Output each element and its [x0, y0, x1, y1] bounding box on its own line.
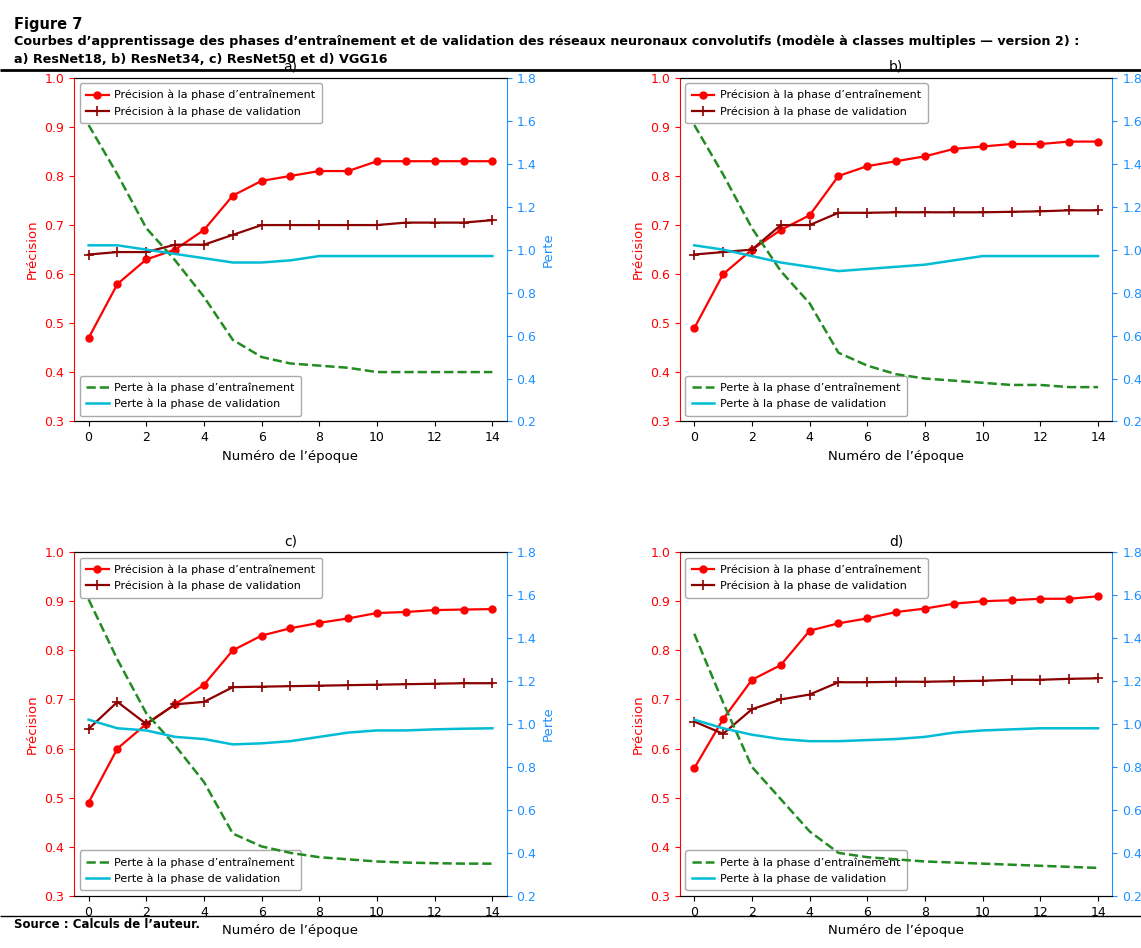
X-axis label: Numéro de l’époque: Numéro de l’époque — [222, 449, 358, 463]
X-axis label: Numéro de l’époque: Numéro de l’époque — [222, 924, 358, 938]
Legend: Perte à la phase d’entraînement, Perte à la phase de validation: Perte à la phase d’entraînement, Perte à… — [80, 850, 301, 890]
Legend: Perte à la phase d’entraînement, Perte à la phase de validation: Perte à la phase d’entraînement, Perte à… — [686, 376, 907, 416]
Legend: Perte à la phase d’entraînement, Perte à la phase de validation: Perte à la phase d’entraînement, Perte à… — [80, 376, 301, 416]
Title: a): a) — [283, 60, 298, 74]
Y-axis label: Précision: Précision — [26, 694, 39, 754]
Y-axis label: Précision: Précision — [26, 220, 39, 280]
Y-axis label: Perte: Perte — [542, 706, 555, 741]
Title: b): b) — [889, 60, 904, 74]
X-axis label: Numéro de l’époque: Numéro de l’époque — [828, 449, 964, 463]
Text: Courbes d’apprentissage des phases d’entraînement et de validation des réseaux n: Courbes d’apprentissage des phases d’ent… — [14, 35, 1079, 48]
Text: Figure 7: Figure 7 — [14, 17, 82, 32]
Text: a) ResNet18, b) ResNet34, c) ResNet50 et d) VGG16: a) ResNet18, b) ResNet34, c) ResNet50 et… — [14, 53, 387, 66]
Y-axis label: Précision: Précision — [632, 694, 645, 754]
Title: d): d) — [889, 534, 904, 548]
Y-axis label: Précision: Précision — [632, 220, 645, 280]
X-axis label: Numéro de l’époque: Numéro de l’époque — [828, 924, 964, 938]
Legend: Perte à la phase d’entraînement, Perte à la phase de validation: Perte à la phase d’entraînement, Perte à… — [686, 850, 907, 890]
Y-axis label: Perte: Perte — [542, 232, 555, 267]
Text: Source : Calculs de l’auteur.: Source : Calculs de l’auteur. — [14, 918, 200, 931]
Title: c): c) — [284, 534, 297, 548]
